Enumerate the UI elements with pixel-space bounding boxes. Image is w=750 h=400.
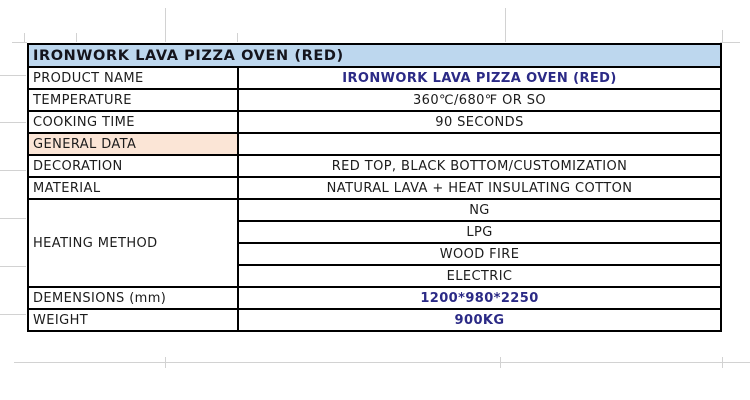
gridline	[722, 30, 723, 43]
label-heating-method[interactable]: HEATING METHOD	[27, 198, 239, 288]
gridline	[165, 8, 166, 42]
table-row: DEMENSIONS (mm) 1200*980*2250	[27, 286, 722, 310]
table-row: IRONWORK LAVA PIZZA OVEN (RED)	[27, 43, 722, 68]
label-decoration[interactable]: DECORATION	[27, 154, 239, 178]
gridline	[24, 33, 25, 42]
gridline	[237, 33, 238, 42]
label-dimensions[interactable]: DEMENSIONS (mm)	[27, 286, 239, 310]
value-general-data-empty[interactable]	[237, 132, 722, 156]
gridline	[720, 42, 740, 43]
gridline	[0, 75, 26, 76]
value-dimensions[interactable]: 1200*980*2250	[237, 286, 722, 310]
table-row: GENERAL DATA	[27, 132, 722, 156]
label-cooking-time[interactable]: COOKING TIME	[27, 110, 239, 134]
table-row: LPG	[28, 220, 722, 244]
value-material[interactable]: NATURAL LAVA + HEAT INSULATING COTTON	[237, 176, 722, 200]
gridline	[12, 42, 27, 43]
table-row: TEMPERATURE 360℃/680℉ OR SO	[27, 88, 722, 112]
label-general-data[interactable]: GENERAL DATA	[27, 132, 239, 156]
value-cooking-time[interactable]: 90 SECONDS	[237, 110, 722, 134]
table-row: WOOD FIRE	[28, 242, 722, 266]
value-heating-lpg[interactable]: LPG	[237, 220, 722, 244]
gridline	[0, 314, 26, 315]
gridline	[165, 357, 166, 368]
product-spec-table: IRONWORK LAVA PIZZA OVEN (RED) PRODUCT N…	[27, 43, 722, 332]
table-row: COOKING TIME 90 SECONDS	[27, 110, 722, 134]
value-decoration[interactable]: RED TOP, BLACK BOTTOM/CUSTOMIZATION	[237, 154, 722, 178]
value-weight[interactable]: 900KG	[237, 308, 722, 332]
gridline	[500, 357, 501, 368]
value-heating-ng[interactable]: NG	[237, 198, 722, 222]
table-row: WEIGHT 900KG	[27, 308, 722, 332]
gridline	[76, 33, 77, 42]
table-row: ELECTRIC	[28, 264, 722, 288]
table-title-cell[interactable]: IRONWORK LAVA PIZZA OVEN (RED)	[27, 43, 722, 68]
label-material[interactable]: MATERIAL	[27, 176, 239, 200]
table-row: HEATING METHOD NG	[27, 198, 722, 288]
value-heating-wood-fire[interactable]: WOOD FIRE	[237, 242, 722, 266]
gridline	[505, 8, 506, 42]
table-row: DECORATION RED TOP, BLACK BOTTOM/CUSTOMI…	[27, 154, 722, 178]
table-row: MATERIAL NATURAL LAVA + HEAT INSULATING …	[27, 176, 722, 200]
gridline	[0, 170, 26, 171]
label-temperature[interactable]: TEMPERATURE	[27, 88, 239, 112]
gridline	[722, 357, 723, 368]
gridline	[0, 122, 26, 123]
gridline	[0, 266, 26, 267]
value-heating-electric[interactable]: ELECTRIC	[237, 264, 722, 288]
label-weight[interactable]: WEIGHT	[27, 308, 239, 332]
gridline	[0, 218, 26, 219]
gridline	[14, 362, 750, 363]
table-row: PRODUCT NAME IRONWORK LAVA PIZZA OVEN (R…	[27, 66, 722, 90]
value-temperature[interactable]: 360℃/680℉ OR SO	[237, 88, 722, 112]
value-product-name[interactable]: IRONWORK LAVA PIZZA OVEN (RED)	[237, 66, 722, 90]
label-product-name[interactable]: PRODUCT NAME	[27, 66, 239, 90]
